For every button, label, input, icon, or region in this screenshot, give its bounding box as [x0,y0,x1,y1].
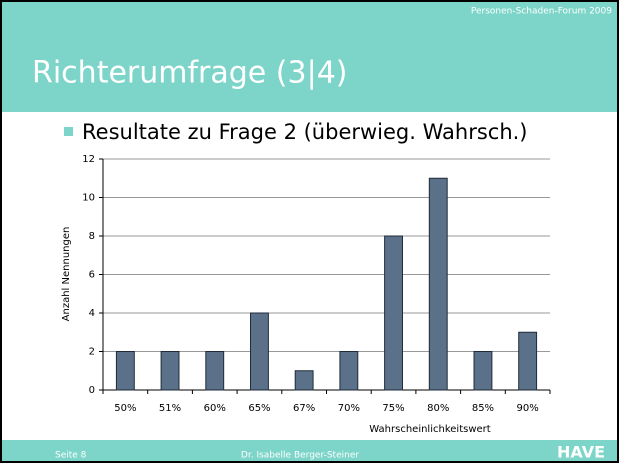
x-tick-label: 65% [248,403,270,414]
logo: HAVE [557,443,605,462]
bar [160,351,180,391]
bar [339,351,359,391]
bar [115,351,135,391]
bar [250,312,269,391]
x-tick-label: 85% [472,403,494,414]
x-axis-label: Wahrscheinlichkeitswert [369,424,490,435]
bullet-marker [64,127,73,136]
bar [428,177,448,391]
bar [205,351,225,391]
y-tick-label: 12 [82,154,95,165]
y-tick-label: 4 [89,308,95,319]
bar [294,370,314,391]
x-tick-label: 80% [427,403,449,414]
y-tick-label: 10 [82,193,95,204]
x-tick-label: 67% [293,403,315,414]
y-axis-label: Anzahl Nennungen [61,227,72,322]
header-band [0,0,619,112]
bullet-text: Resultate zu Frage 2 (überwieg. Wahrsch.… [82,120,528,144]
y-tick-label: 0 [89,385,95,396]
author: Dr. Isabelle Berger-Steiner [241,451,359,461]
slide-title: Richterumfrage (3|4) [32,56,347,91]
x-tick-label: 75% [382,403,404,414]
y-tick-label: 8 [89,231,95,242]
x-tick-label: 60% [204,403,226,414]
bar [518,331,538,391]
bar [384,235,403,391]
x-tick-label: 50% [114,403,136,414]
event-name: Personen-Schaden-Forum 2009 [471,7,612,17]
x-tick-label: 51% [159,403,181,414]
y-tick-label: 6 [89,270,95,281]
x-tick-label: 90% [517,403,539,414]
bar [473,351,493,391]
footer-band [0,440,619,463]
x-tick-label: 70% [338,403,360,414]
page-number: Seite 8 [55,451,87,461]
y-tick-label: 2 [89,347,95,358]
